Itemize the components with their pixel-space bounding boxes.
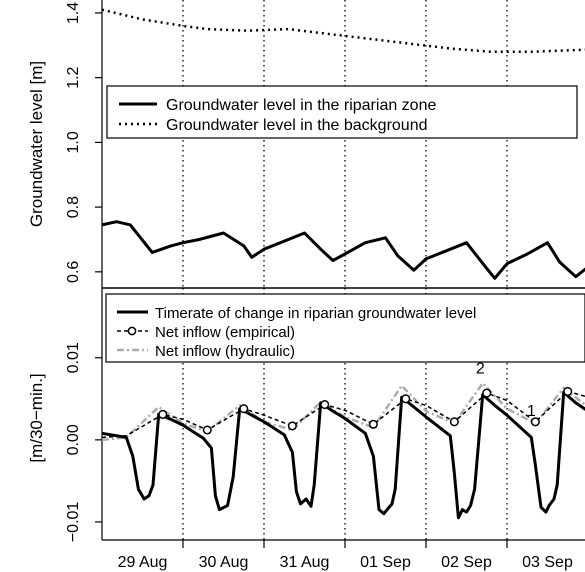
- series-net-inflow-empirical: [101, 390, 585, 439]
- empirical-marker: [239, 404, 249, 414]
- top-panel-y-ticks: 0.6 0.8 1.0 1.2 1.4: [65, 2, 102, 283]
- annotations: 21: [476, 360, 536, 420]
- bottom-legend-key-empirical-marker: [127, 326, 137, 336]
- y-tick-label: 0.6: [65, 261, 82, 283]
- x-tick-label: 29 Aug: [118, 554, 168, 571]
- top-panel-y-axis-title: Groundwater level [m]: [27, 61, 46, 227]
- empirical-marker: [320, 400, 330, 410]
- y-tick-label: 1.0: [65, 131, 82, 153]
- empirical-marker: [287, 421, 297, 431]
- top-panel-gridlines: [182, 0, 508, 288]
- x-tick-label: 31 Aug: [280, 554, 330, 571]
- y-tick-label: 1.2: [65, 66, 82, 88]
- bottom-legend-label-timerate: Timerate of change in riparian groundwat…: [155, 305, 476, 322]
- top-legend-frame: [106, 85, 578, 139]
- top-legend-label-riparian: Groundwater level in the riparian zone: [166, 97, 436, 114]
- empirical-marker: [482, 388, 492, 398]
- bottom-legend-label-hydraulic: Net inflow (hydraulic): [155, 343, 295, 360]
- x-tick-label: 30 Aug: [199, 554, 249, 571]
- top-panel-series: [101, 8, 585, 280]
- empirical-marker: [158, 409, 168, 419]
- y-tick-label: 0.00: [65, 424, 82, 455]
- empirical-marker: [530, 417, 540, 427]
- top-panel-legend: Groundwater level in the riparian zone G…: [106, 85, 578, 139]
- series-riparian-level: [101, 220, 585, 280]
- bottom-panel-y-ticks: −0.01 0.00 0.01: [65, 342, 102, 542]
- empirical-marker: [202, 425, 212, 435]
- x-tick-label: 02 Sep: [441, 554, 492, 571]
- bottom-legend-frame: [105, 293, 585, 363]
- annotation-label: 1: [527, 403, 536, 420]
- y-tick-label: 0.01: [65, 342, 82, 373]
- annotation-label: 2: [476, 360, 485, 377]
- series-timerate-of-change: [101, 390, 585, 520]
- empirical-marker: [449, 417, 459, 427]
- empirical-marker: [368, 419, 378, 429]
- x-axis-ticks: 29 Aug 30 Aug 31 Aug 01 Sep 02 Sep 03 Sep: [118, 540, 573, 571]
- bottom-panel-legend: Timerate of change in riparian groundwat…: [105, 293, 585, 363]
- bottom-panel-y-axis-title: [m/30−min.]: [27, 373, 46, 462]
- series-background-level: [101, 8, 585, 54]
- y-tick-label: 1.4: [65, 2, 82, 24]
- y-tick-label: −0.01: [65, 502, 82, 543]
- y-tick-label: 0.8: [65, 196, 82, 218]
- empirical-marker: [563, 386, 573, 396]
- series-net-inflow-hydraulic: [101, 381, 585, 442]
- empirical-marker: [401, 394, 411, 404]
- bottom-panel-series: [101, 381, 585, 520]
- x-tick-label: 03 Sep: [522, 554, 573, 571]
- x-tick-label: 01 Sep: [360, 554, 411, 571]
- bottom-legend-label-empirical: Net inflow (empirical): [155, 324, 295, 341]
- top-legend-label-background: Groundwater level in the background: [166, 117, 428, 134]
